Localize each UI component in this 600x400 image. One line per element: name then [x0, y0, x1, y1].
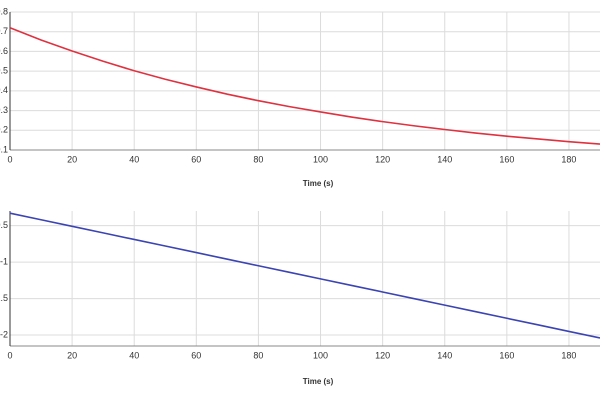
y-tick-label: 0.8: [0, 6, 8, 16]
x-tick-label: 120: [375, 154, 390, 164]
y-tick-label: 0.6: [0, 46, 8, 56]
x-tick-label: 160: [499, 154, 514, 164]
x-tick-label: 60: [191, 154, 201, 164]
x-axis-title: Time (s): [303, 179, 334, 188]
x-tick-label: 0: [7, 350, 12, 360]
y-tick-label: 0.7: [0, 26, 8, 36]
x-tick-label: 100: [313, 350, 328, 360]
y-tick-label: 0.4: [0, 85, 8, 95]
x-tick-label: 140: [437, 350, 452, 360]
x-tick-label: 40: [129, 154, 139, 164]
x-tick-label: 180: [561, 154, 576, 164]
y-tick-label: -0.5: [0, 220, 8, 230]
y-tick-label: 0.2: [0, 125, 8, 135]
x-tick-label: 140: [437, 154, 452, 164]
y-tick-label: 0.1: [0, 144, 8, 154]
y-tick-label: 0.3: [0, 105, 8, 115]
y-tick-label: -1: [0, 256, 8, 266]
data-line: [9, 212, 600, 339]
y-tick-label: -1.5: [0, 293, 8, 303]
data-line: [9, 27, 600, 145]
x-tick-label: 120: [375, 350, 390, 360]
x-tick-label: 80: [253, 154, 263, 164]
x-tick-label: 100: [313, 154, 328, 164]
x-tick-label: 20: [67, 350, 77, 360]
x-tick-label: 60: [191, 350, 201, 360]
x-tick-label: 180: [561, 350, 576, 360]
x-tick-label: 160: [499, 350, 514, 360]
x-axis-title: Time (s): [303, 377, 334, 386]
y-tick-label: -2: [0, 329, 8, 339]
x-tick-label: 20: [67, 154, 77, 164]
x-tick-label: 40: [129, 350, 139, 360]
x-tick-label: 80: [253, 350, 263, 360]
y-tick-label: 0.5: [0, 66, 8, 76]
x-tick-label: 0: [7, 154, 12, 164]
